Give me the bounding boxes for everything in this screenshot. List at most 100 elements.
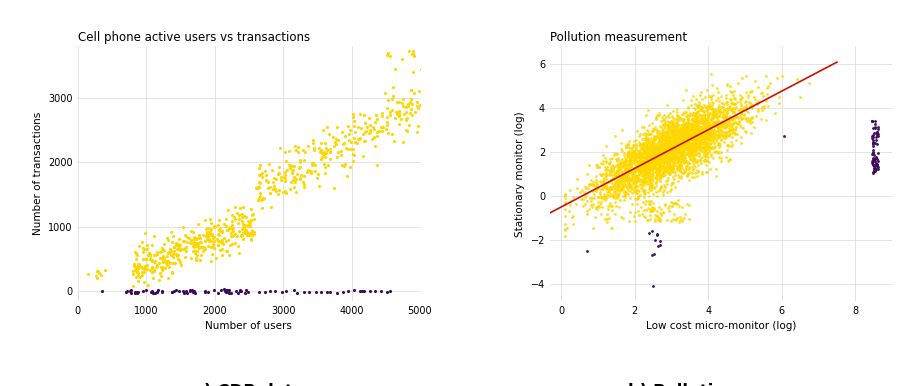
Point	[709, 120, 724, 127]
Point	[610, 191, 625, 197]
Point	[673, 163, 687, 169]
Point	[675, 152, 690, 158]
Point	[607, 171, 621, 178]
Point	[368, 119, 382, 125]
Point	[698, 147, 713, 153]
Point	[652, 142, 667, 149]
Point	[599, 195, 614, 201]
Point	[557, 226, 572, 232]
Point	[165, 239, 179, 245]
Point	[698, 139, 713, 146]
Point	[367, 134, 382, 140]
Point	[645, 153, 660, 159]
Point	[671, 178, 685, 184]
Point	[659, 135, 673, 141]
Point	[638, 190, 652, 196]
Point	[667, 147, 682, 153]
Point	[673, 214, 687, 220]
Point	[266, 186, 281, 192]
Point	[705, 154, 720, 161]
Point	[724, 113, 738, 120]
Point	[560, 225, 575, 231]
Point	[625, 186, 640, 192]
Point	[662, 153, 676, 159]
Point	[642, 140, 657, 146]
Point	[693, 137, 707, 144]
Point	[187, 244, 201, 251]
Point	[719, 101, 734, 107]
Point	[671, 167, 685, 173]
Point	[712, 127, 727, 133]
Point	[170, 252, 185, 258]
Point	[723, 88, 737, 94]
Point	[663, 163, 678, 169]
Point	[620, 165, 635, 171]
Point	[704, 104, 718, 110]
Point	[339, 145, 354, 151]
Point	[674, 147, 689, 153]
Point	[640, 164, 654, 170]
Point	[663, 149, 678, 155]
Point	[673, 154, 688, 160]
Point	[700, 127, 715, 133]
Point	[210, 290, 225, 296]
Point	[197, 244, 211, 250]
Point	[689, 140, 704, 146]
Point	[634, 151, 649, 157]
Point	[609, 168, 624, 174]
Point	[658, 200, 673, 207]
Point	[655, 163, 670, 169]
Point	[619, 183, 634, 189]
Point	[709, 122, 724, 129]
Point	[695, 126, 710, 132]
Point	[686, 128, 701, 134]
Point	[682, 134, 696, 141]
Point	[674, 137, 689, 143]
Point	[643, 176, 658, 182]
Point	[695, 137, 710, 144]
Point	[659, 139, 673, 145]
Point	[647, 237, 662, 243]
Point	[308, 168, 323, 174]
Point	[675, 132, 690, 139]
Point	[673, 165, 687, 171]
Point	[702, 144, 716, 151]
Point	[354, 125, 369, 131]
Point	[710, 149, 725, 155]
Point	[226, 225, 241, 231]
Point	[205, 235, 220, 241]
Point	[619, 185, 634, 191]
Point	[316, 151, 330, 157]
Point	[606, 194, 620, 200]
Point	[673, 152, 687, 158]
Point	[145, 257, 159, 263]
Point	[230, 233, 244, 239]
Point	[681, 145, 695, 151]
Point	[694, 118, 708, 124]
Point	[638, 173, 652, 179]
Point	[218, 288, 232, 294]
Point	[638, 160, 652, 166]
Point	[693, 146, 707, 152]
Point	[146, 268, 161, 274]
Point	[670, 134, 684, 140]
Point	[602, 161, 617, 167]
Point	[642, 183, 657, 189]
Point	[675, 150, 690, 156]
Point	[638, 143, 652, 149]
Point	[665, 166, 680, 172]
Point	[667, 125, 682, 131]
Point	[701, 103, 716, 109]
Point	[132, 243, 146, 249]
Point	[637, 140, 651, 146]
Point	[667, 161, 682, 167]
Point	[668, 116, 683, 122]
Point	[192, 244, 207, 250]
Point	[187, 288, 201, 295]
Point	[695, 125, 710, 132]
Point	[645, 139, 660, 145]
Point	[719, 121, 734, 127]
Point	[658, 119, 673, 125]
Point	[613, 160, 628, 166]
Point	[618, 160, 632, 166]
